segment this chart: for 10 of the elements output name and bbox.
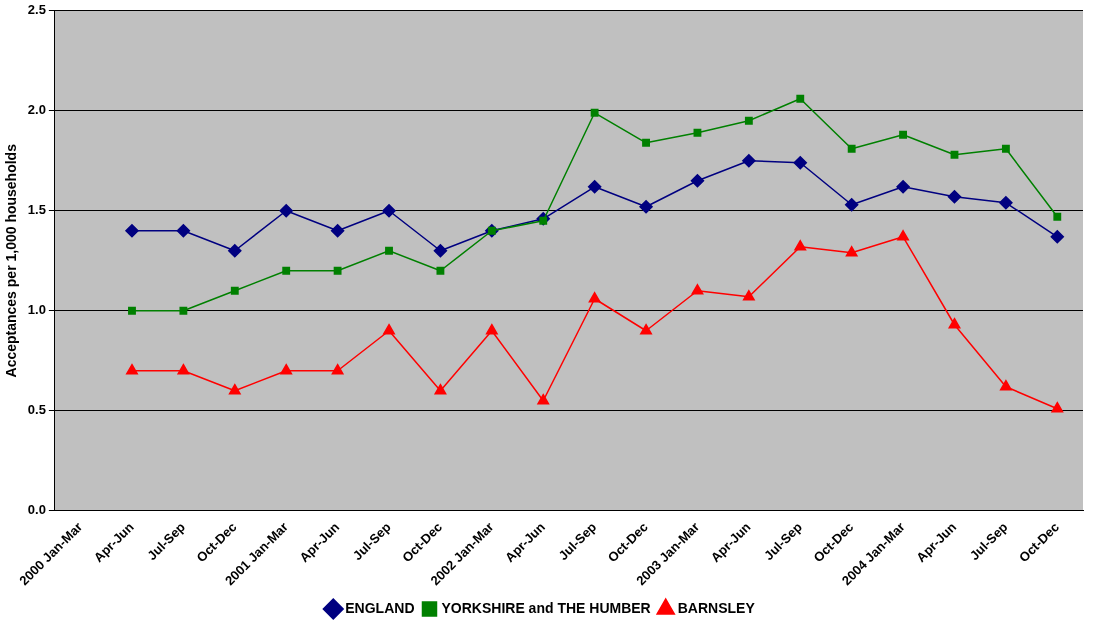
y-tick-label: 2.5 (27, 2, 46, 18)
y-tick-label: 1.5 (27, 202, 46, 218)
legend-label: BARNSLEY (677, 599, 756, 616)
legend-label: ENGLAND (345, 599, 415, 616)
y-tick-label: 0.5 (27, 402, 46, 418)
y-tick-label: 1.0 (27, 302, 46, 318)
legend-label: YORKSHIRE and THE HUMBER (441, 599, 651, 616)
y-tick-label: 0.0 (27, 502, 46, 518)
y-tick-label: 2.0 (27, 102, 46, 118)
y-axis-title: Acceptances per 1,000 households (3, 143, 20, 378)
